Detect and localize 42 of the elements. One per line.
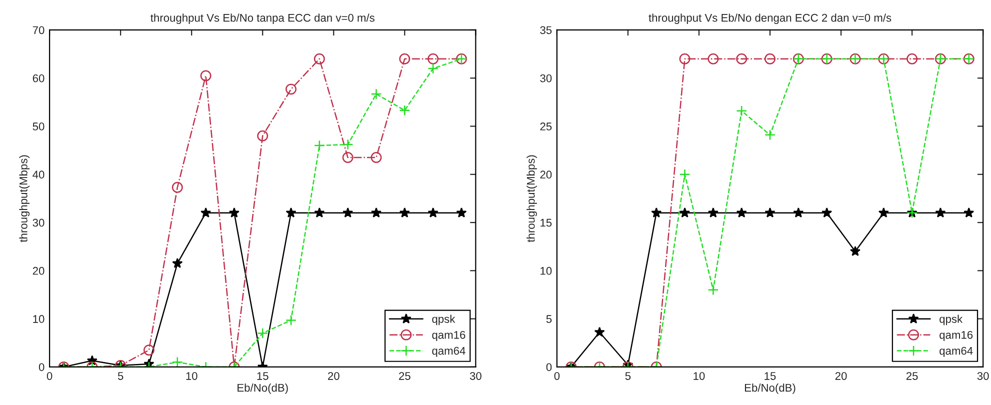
y-tick-label: 25 bbox=[540, 122, 552, 130]
y-tick-label: 30 bbox=[32, 218, 44, 227]
y-tick-label: 10 bbox=[33, 315, 44, 323]
y-tick-label: 5 bbox=[546, 315, 552, 323]
x-tick-label: 30 bbox=[977, 372, 989, 380]
x-tick-label: 25 bbox=[399, 372, 410, 380]
legend-label: qam64 bbox=[432, 346, 466, 357]
legend-label: qpsk bbox=[940, 314, 963, 326]
x-tick-label: 20 bbox=[835, 372, 847, 380]
x-tick-label: 10 bbox=[694, 372, 705, 380]
y-tick-label: 50 bbox=[32, 122, 44, 130]
y-tick-label: 40 bbox=[32, 170, 44, 179]
y-tick-label: 70 bbox=[32, 26, 44, 34]
legend-label: qam16 bbox=[432, 330, 466, 342]
legend-label: qam64 bbox=[940, 346, 973, 357]
x-tick-label: 25 bbox=[906, 372, 918, 380]
x-tick-label: 30 bbox=[470, 372, 482, 380]
x-axis-title: Eb/No(dB) bbox=[238, 384, 288, 394]
y-tick-label: 15 bbox=[540, 218, 552, 227]
y-axis-title: throughput(Mbps) bbox=[526, 155, 537, 242]
legend-label: qam16 bbox=[940, 330, 973, 342]
x-tick-label: 5 bbox=[625, 372, 631, 380]
y-tick-label: 20 bbox=[32, 266, 44, 275]
x-tick-label: 15 bbox=[257, 372, 268, 380]
x-axis-title: Eb/No(dB) bbox=[744, 384, 796, 394]
chart-title: throughput Vs Eb/No tanpa ECC dan v=0 m/s bbox=[150, 14, 374, 24]
x-tick-label: 10 bbox=[186, 372, 198, 380]
x-tick-label: 0 bbox=[554, 372, 560, 380]
y-axis-title: throughput(Mbps) bbox=[19, 155, 30, 242]
y-tick-label: 35 bbox=[540, 26, 552, 34]
y-tick-label: 10 bbox=[540, 266, 552, 275]
chart-title: throughput Vs Eb/No dengan ECC 2 dan v=0 m/s bbox=[648, 14, 892, 24]
x-tick-label: 15 bbox=[764, 372, 776, 380]
y-tick-label: 0 bbox=[546, 363, 552, 372]
x-tick-label: 20 bbox=[328, 372, 340, 380]
legend-label: qpsk bbox=[432, 314, 456, 326]
x-tick-label: 5 bbox=[118, 372, 124, 380]
y-tick-label: 20 bbox=[540, 170, 552, 179]
y-tick-label: 30 bbox=[540, 74, 552, 82]
x-tick-label: 0 bbox=[46, 372, 52, 380]
y-tick-label: 0 bbox=[38, 363, 44, 372]
y-tick-label: 60 bbox=[32, 74, 44, 82]
